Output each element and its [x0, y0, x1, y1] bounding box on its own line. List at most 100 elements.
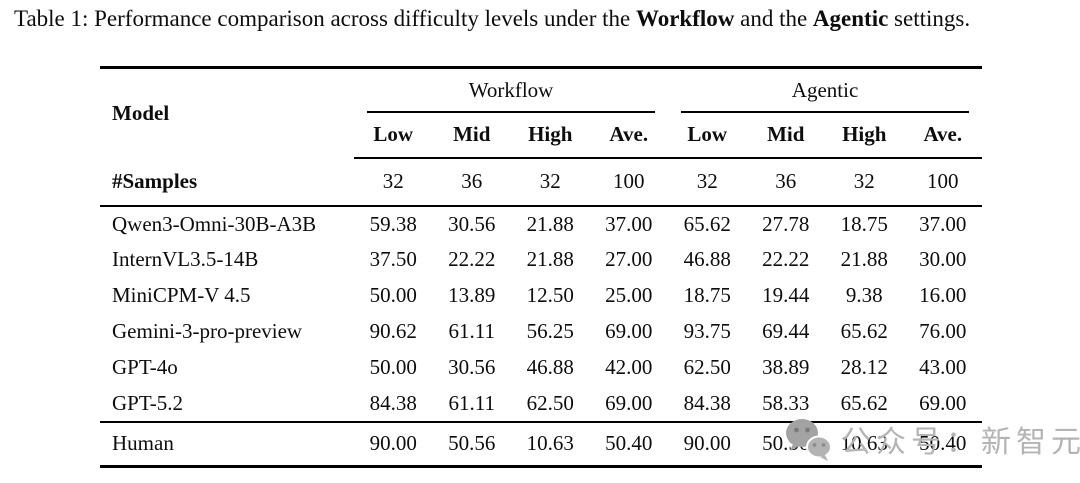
value-cell: 22.22 [762, 247, 810, 271]
value-cell: 84.38 [668, 385, 747, 423]
table-row: GPT-5.2 84.38 61.11 62.50 69.00 84.38 58… [100, 385, 983, 423]
value-cell: 61.11 [432, 385, 511, 423]
value-cell: 22.22 [448, 247, 496, 271]
workflow-cmidrule [367, 110, 656, 113]
model-name-cell: InternVL3.5-14B [112, 247, 259, 271]
caption-suffix: settings. [888, 6, 971, 31]
value-cell: 58.33 [746, 385, 826, 423]
value-cell: 50.00 [369, 355, 417, 379]
table-caption: Table 1: Performance comparison across d… [14, 6, 970, 32]
value-cell: 12.50 [526, 283, 574, 307]
table-row: MiniCPM-V 4.5 50.00 13.89 12.50 25.00 18… [100, 278, 982, 314]
value-cell: 21.88 [840, 247, 888, 271]
value-cell: 25.00 [605, 283, 653, 307]
value-cell: 19.44 [762, 283, 810, 307]
model-name-cell: Qwen3-Omni-30B-A3B [112, 211, 317, 236]
col-header-agentic-ave: Ave. [903, 112, 983, 159]
samples-label: #Samples [100, 157, 354, 207]
value-cell: 43.00 [919, 355, 967, 379]
model-name-cell: MiniCPM-V 4.5 [112, 283, 251, 307]
workflow-group-label: Workflow [468, 78, 554, 103]
table-row: Gemini-3-pro-preview 90.62 61.11 56.25 6… [100, 314, 982, 350]
group-header-row: Model Workflow Agentic [100, 68, 982, 125]
col-header-agentic-high: High [825, 112, 904, 159]
value-cell: 10.63 [840, 431, 888, 456]
workflow-group-header: Workflow [354, 68, 668, 113]
value-cell: 46.88 [526, 355, 574, 379]
value-cell: 90.00 [369, 431, 417, 456]
value-cell: 69.00 [605, 319, 653, 343]
value-cell: 18.75 [683, 283, 731, 307]
model-name-cell: GPT-5.2 [100, 385, 354, 423]
sub-header-row: Low Mid High Ave. Low Mid High Ave. [100, 112, 983, 159]
value-cell: 50.56 [448, 431, 496, 456]
table-row: GPT-4o 50.00 30.56 46.88 42.00 62.50 38.… [100, 350, 982, 386]
samples-row: #Samples 32 36 32 100 32 36 32 100 [100, 157, 983, 207]
value-cell: 27.78 [762, 211, 810, 236]
agentic-group-label: Agentic [791, 78, 859, 103]
caption-middle: and the [734, 6, 813, 31]
value-cell: 37.00 [605, 211, 653, 236]
value-cell: 9.38 [845, 283, 883, 307]
col-header-workflow-ave: Ave. [589, 112, 669, 159]
samples-value: 36 [746, 157, 826, 207]
samples-value: 100 [589, 157, 669, 207]
value-cell: 50.56 [762, 431, 810, 456]
value-cell: 90.00 [683, 431, 731, 456]
value-cell: 76.00 [919, 319, 967, 343]
value-cell: 30.00 [919, 247, 967, 271]
col-header-workflow-mid: Mid [432, 112, 511, 159]
col-header-workflow-low: Low [354, 112, 433, 159]
value-cell: 21.88 [526, 247, 574, 271]
value-cell: 50.40 [605, 431, 653, 456]
samples-value: 32 [511, 157, 590, 207]
caption-agentic: Agentic [812, 6, 889, 31]
caption-workflow: Workflow [635, 6, 735, 31]
value-cell: 93.75 [683, 319, 731, 343]
value-cell: 62.50 [683, 355, 731, 379]
results-table: Model Workflow Agentic Low Mid High Ave. [100, 66, 983, 468]
value-cell: 10.63 [526, 431, 574, 456]
model-column-header: Model [112, 100, 170, 125]
value-cell: 16.00 [919, 283, 967, 307]
value-cell: 59.38 [369, 211, 417, 236]
value-cell: 27.00 [605, 247, 653, 271]
agentic-group-header: Agentic [668, 68, 982, 113]
value-cell: 69.00 [903, 385, 983, 423]
human-label: Human [112, 431, 174, 456]
value-cell: 46.88 [683, 247, 731, 271]
table-row: InternVL3.5-14B 37.50 22.22 21.88 27.00 … [100, 242, 982, 278]
agentic-cmidrule [681, 110, 970, 113]
model-name-cell: GPT-4o [112, 355, 178, 379]
value-cell: 37.50 [369, 247, 417, 271]
col-header-workflow-high: High [511, 112, 590, 159]
value-cell: 18.75 [840, 211, 888, 236]
value-cell: 21.88 [526, 211, 574, 236]
value-cell: 30.56 [448, 211, 496, 236]
value-cell: 42.00 [605, 355, 653, 379]
value-cell: 84.38 [354, 385, 433, 423]
human-row: Human 90.00 50.56 10.63 50.40 90.00 50.5… [100, 422, 982, 467]
value-cell: 90.62 [369, 319, 417, 343]
value-cell: 69.44 [762, 319, 810, 343]
value-cell: 61.11 [448, 319, 495, 343]
value-cell: 13.89 [448, 283, 496, 307]
value-cell: 65.62 [683, 211, 731, 236]
value-cell: 65.62 [825, 385, 904, 423]
value-cell: 65.62 [840, 319, 888, 343]
value-cell: 37.00 [919, 211, 967, 236]
samples-value: 100 [903, 157, 983, 207]
value-cell: 62.50 [511, 385, 590, 423]
value-cell: 38.89 [762, 355, 810, 379]
caption-prefix: Table 1: Performance comparison across d… [14, 6, 636, 31]
results-table-container: Model Workflow Agentic Low Mid High Ave. [100, 66, 983, 468]
model-name-cell: Gemini-3-pro-preview [112, 319, 303, 343]
table-row: Qwen3-Omni-30B-A3B 59.38 30.56 21.88 37.… [100, 206, 982, 242]
samples-value: 32 [354, 157, 433, 207]
value-cell: 69.00 [589, 385, 669, 423]
samples-value: 32 [668, 157, 747, 207]
value-cell: 28.12 [840, 355, 888, 379]
value-cell: 50.40 [919, 431, 967, 456]
samples-value: 32 [825, 157, 904, 207]
